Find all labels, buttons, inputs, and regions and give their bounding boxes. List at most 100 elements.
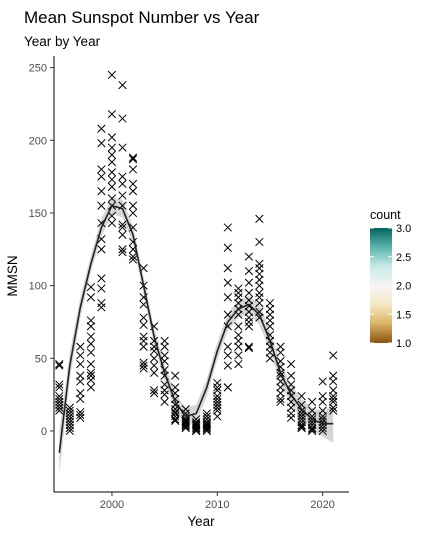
data-point — [65, 420, 74, 430]
data-point — [307, 397, 317, 407]
data-point — [318, 412, 327, 421]
y-tick-label: 100 — [29, 281, 47, 293]
data-point — [244, 322, 254, 331]
data-point — [139, 300, 148, 309]
data-point — [192, 423, 201, 433]
y-axis: 0 50 100 150 200 250 — [29, 56, 55, 492]
data-point — [244, 313, 254, 322]
data-point — [223, 293, 232, 302]
data-point — [107, 70, 117, 80]
legend-tick-label: 1.0 — [396, 338, 411, 350]
data-point — [171, 409, 180, 418]
data-point — [76, 351, 85, 360]
data-point — [234, 359, 243, 369]
data-point — [255, 264, 264, 273]
data-point — [202, 412, 211, 421]
legend-tick-label: 2.5 — [396, 252, 411, 264]
data-point — [55, 397, 64, 407]
data-point — [181, 416, 190, 425]
data-point — [255, 259, 264, 268]
data-point — [55, 359, 64, 369]
data-point — [286, 380, 296, 389]
data-point — [223, 342, 232, 351]
data-point — [307, 426, 317, 436]
smooth-fit-line — [58, 204, 334, 453]
data-point — [107, 194, 117, 203]
data-point — [97, 139, 106, 148]
data-point — [86, 316, 96, 325]
data-point — [97, 201, 106, 210]
chart-title: Mean Sunspot Number vs Year — [24, 8, 260, 27]
data-point — [297, 422, 306, 431]
data-point — [76, 377, 85, 386]
data-point — [244, 301, 254, 311]
y-tick-label: 250 — [29, 63, 47, 75]
data-point — [223, 278, 232, 287]
data-point — [107, 175, 117, 184]
data-point — [65, 406, 74, 415]
data-point — [297, 423, 306, 433]
legend-ticks: 1.0 1.5 2.0 2.5 3.0 — [370, 223, 411, 350]
data-point — [202, 409, 211, 418]
data-point — [265, 316, 275, 325]
data-point — [213, 406, 222, 415]
data-point — [318, 391, 327, 401]
data-point — [55, 394, 64, 404]
x-axis-title: Year — [187, 514, 215, 529]
data-point — [149, 346, 159, 356]
data-point — [118, 245, 127, 254]
data-point — [97, 124, 106, 133]
data-point — [86, 332, 96, 341]
data-point — [244, 252, 254, 261]
data-point — [213, 386, 222, 395]
legend-tick-label: 3.0 — [396, 223, 411, 235]
data-point — [118, 179, 127, 189]
data-point — [318, 406, 327, 415]
data-point — [107, 182, 117, 191]
data-point — [265, 310, 275, 319]
data-point — [118, 143, 127, 152]
data-point — [139, 332, 148, 341]
chart-subtitle: Year by Year — [24, 34, 101, 49]
data-point — [97, 274, 106, 283]
data-point — [329, 377, 338, 386]
data-point — [181, 423, 190, 433]
x-tick-label: 2020 — [310, 499, 334, 511]
data-point — [97, 172, 106, 181]
data-point — [86, 282, 96, 292]
plot-area — [55, 70, 338, 475]
data-point — [139, 361, 148, 370]
data-point — [128, 155, 138, 164]
data-point — [213, 394, 222, 404]
data-point — [107, 133, 117, 142]
data-point — [171, 371, 180, 380]
data-point — [329, 406, 338, 415]
data-point — [223, 383, 232, 392]
data-point — [76, 394, 85, 404]
data-point — [86, 322, 96, 331]
data-point — [181, 420, 190, 430]
data-point — [307, 423, 317, 433]
data-point — [128, 179, 138, 189]
data-point — [160, 365, 169, 375]
data-point — [128, 153, 138, 162]
data-point — [149, 389, 159, 398]
data-point — [223, 223, 232, 232]
data-point — [139, 364, 148, 373]
data-point — [286, 359, 296, 369]
data-point — [76, 410, 85, 420]
data-point — [329, 403, 338, 412]
data-point — [118, 114, 127, 123]
data-point — [276, 394, 285, 404]
data-point — [76, 359, 85, 369]
data-point — [265, 354, 275, 363]
data-point — [297, 400, 306, 409]
data-point — [128, 255, 138, 264]
data-point — [276, 383, 285, 392]
data-point — [255, 237, 264, 247]
data-point — [297, 415, 306, 424]
legend-tick-label: 2.0 — [396, 281, 411, 293]
data-point — [234, 330, 243, 340]
data-point — [65, 426, 74, 436]
